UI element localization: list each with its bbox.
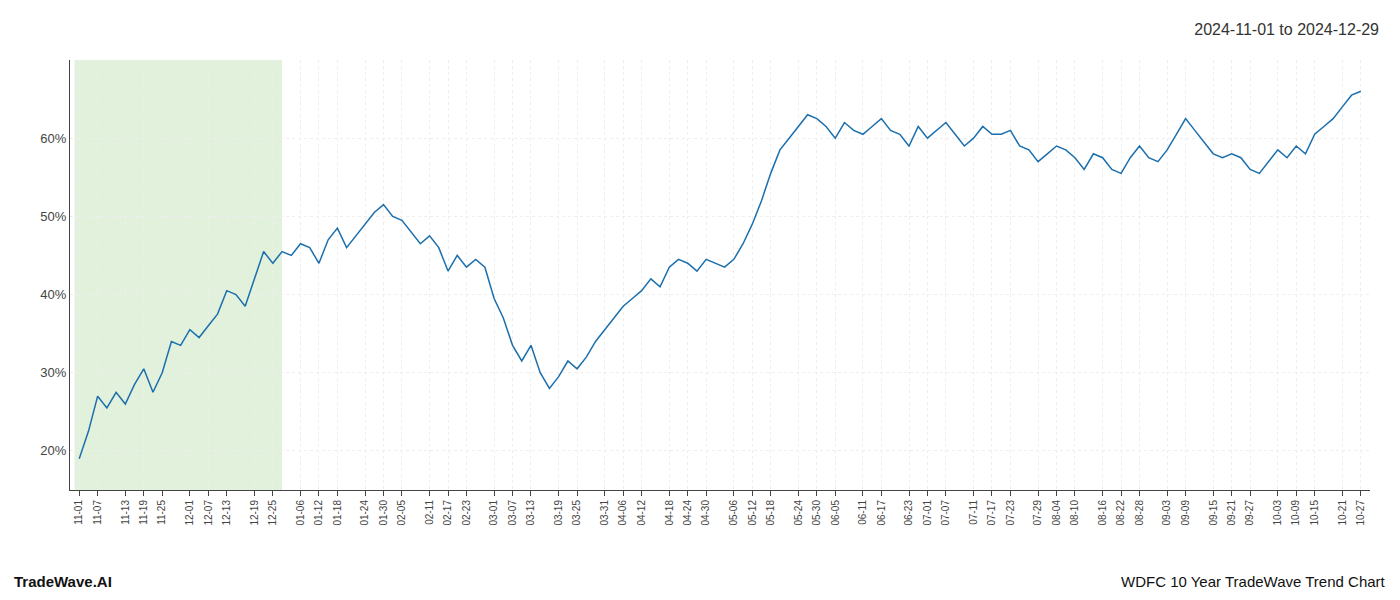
svg-text:04-12: 04-12 [636,500,647,526]
svg-text:09-15: 09-15 [1208,500,1219,526]
svg-text:20%: 20% [40,443,66,458]
svg-text:40%: 40% [40,287,66,302]
svg-text:01-30: 01-30 [378,500,389,526]
svg-text:WDFC 10 Year TradeWave Trend C: WDFC 10 Year TradeWave Trend Chart [1121,573,1386,590]
svg-text:06-23: 06-23 [903,500,914,526]
svg-text:06-05: 06-05 [830,500,841,526]
svg-text:12-13: 12-13 [221,500,232,526]
svg-text:09-27: 09-27 [1244,500,1255,526]
svg-text:03-07: 03-07 [507,500,518,526]
svg-text:08-22: 08-22 [1115,500,1126,526]
svg-text:03-19: 03-19 [553,500,564,526]
svg-text:30%: 30% [40,365,66,380]
svg-text:11-01: 11-01 [73,500,84,525]
svg-text:50%: 50% [40,209,66,224]
svg-text:02-11: 02-11 [424,500,435,525]
svg-text:02-05: 02-05 [396,500,407,526]
svg-text:05-30: 05-30 [811,500,822,526]
svg-text:07-29: 07-29 [1032,500,1043,526]
svg-text:04-18: 04-18 [664,500,675,526]
svg-text:09-03: 09-03 [1161,500,1172,526]
svg-text:12-19: 12-19 [249,500,260,526]
svg-text:10-27: 10-27 [1355,500,1366,526]
svg-text:04-24: 04-24 [682,500,693,526]
svg-text:11-07: 11-07 [92,500,103,525]
svg-text:10-03: 10-03 [1272,500,1283,526]
svg-text:09-21: 09-21 [1226,500,1237,526]
svg-text:11-25: 11-25 [156,500,167,525]
svg-text:08-28: 08-28 [1134,500,1145,526]
svg-text:09-09: 09-09 [1180,500,1191,526]
svg-text:03-01: 03-01 [488,500,499,526]
svg-text:07-11: 07-11 [968,500,979,525]
svg-text:12-07: 12-07 [203,500,214,526]
svg-text:01-06: 01-06 [295,500,306,526]
svg-text:06-11: 06-11 [857,500,868,525]
svg-text:06-17: 06-17 [876,500,887,526]
svg-text:04-06: 04-06 [617,500,628,526]
svg-text:07-23: 07-23 [1005,500,1016,526]
svg-text:10-09: 10-09 [1290,500,1301,526]
svg-text:12-01: 12-01 [184,500,195,526]
svg-text:TradeWave.AI: TradeWave.AI [14,573,112,590]
svg-text:11-13: 11-13 [120,500,131,525]
svg-text:02-17: 02-17 [442,500,453,526]
svg-text:05-18: 05-18 [765,500,776,526]
svg-text:08-04: 08-04 [1051,500,1062,526]
svg-text:60%: 60% [40,131,66,146]
svg-text:07-07: 07-07 [940,500,951,526]
svg-text:11-19: 11-19 [138,500,149,525]
svg-text:05-06: 05-06 [728,500,739,526]
svg-text:02-23: 02-23 [461,500,472,526]
svg-text:12-25: 12-25 [267,500,278,526]
svg-text:07-17: 07-17 [986,500,997,526]
svg-text:10-15: 10-15 [1309,500,1320,526]
svg-text:08-10: 08-10 [1069,500,1080,526]
svg-text:07-01: 07-01 [922,500,933,526]
svg-text:04-30: 04-30 [700,500,711,526]
svg-text:01-24: 01-24 [359,500,370,526]
svg-text:10-21: 10-21 [1337,500,1348,526]
svg-text:2024-11-01 to 2024-12-29: 2024-11-01 to 2024-12-29 [1194,21,1379,38]
svg-text:05-24: 05-24 [793,500,804,526]
svg-text:05-12: 05-12 [747,500,758,526]
svg-text:01-18: 01-18 [332,500,343,526]
svg-text:03-13: 03-13 [525,500,536,526]
svg-text:08-16: 08-16 [1097,500,1108,526]
svg-text:03-25: 03-25 [571,500,582,526]
svg-text:01-12: 01-12 [313,500,324,526]
svg-text:03-31: 03-31 [599,500,610,526]
